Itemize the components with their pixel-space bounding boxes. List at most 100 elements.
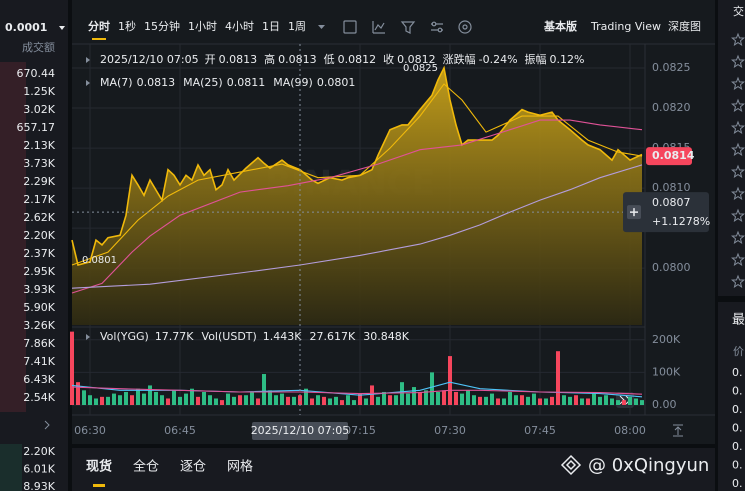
interval-tab[interactable]: 1日 — [262, 20, 280, 33]
volume-bar — [484, 396, 488, 405]
y-tick-label: 0.0820 — [652, 101, 691, 114]
volume-bar — [316, 395, 320, 405]
collapse-icon[interactable] — [86, 334, 90, 340]
interval-tab[interactable]: 15分钟 — [144, 19, 180, 33]
interval-tab[interactable]: 1周 — [288, 20, 306, 33]
right-price: 0. — [732, 422, 743, 435]
x-tick-label: 06:30 — [74, 424, 106, 437]
favorite-star[interactable] — [731, 98, 745, 113]
favorite-star[interactable] — [731, 54, 745, 69]
bottom-tab[interactable]: 网格 — [227, 459, 253, 475]
volume-bar — [118, 395, 122, 405]
view-tab[interactable]: 基本版 — [543, 19, 577, 33]
calendar-icon[interactable] — [343, 20, 357, 34]
favorite-star[interactable] — [731, 76, 745, 91]
volume-bar — [244, 395, 248, 405]
volume-bar — [448, 356, 452, 405]
interval-tab[interactable]: 4小时 — [225, 20, 254, 33]
amount: 657.17 — [17, 121, 56, 134]
volume-bar — [430, 372, 434, 405]
price-annotation: 0.0825 — [403, 63, 438, 74]
more-intervals-icon[interactable] — [318, 25, 325, 29]
precision[interactable]: 0.0001 — [5, 21, 47, 34]
snapshot-icon[interactable] — [458, 20, 472, 34]
volume-bar — [400, 382, 404, 405]
amount: 2.62K — [23, 211, 55, 224]
favorite-star[interactable] — [731, 208, 745, 223]
crosshair-price-box — [623, 192, 709, 233]
toolbar: 分时 1秒 15分钟 1小时 4小时 1日 1周 基本版 Trading View 深度图 — [88, 19, 701, 40]
interval-tab[interactable]: 1小时 — [188, 20, 217, 33]
favorite-star[interactable] — [731, 164, 745, 179]
volume-bar — [322, 396, 326, 405]
amount: 2.17K — [23, 193, 55, 206]
volume-bar — [544, 398, 548, 405]
interval-tab[interactable]: 1秒 — [118, 19, 136, 33]
favorite-star[interactable] — [731, 252, 745, 267]
volume-bar — [112, 393, 116, 405]
price-annotation: 0.0801 — [82, 255, 117, 266]
volume-bar — [274, 395, 278, 405]
volume-bar — [442, 390, 446, 405]
filter-icon[interactable] — [400, 21, 416, 34]
y-tick-label: 0.0825 — [652, 61, 691, 74]
amount: 6.01K — [23, 463, 55, 476]
dropdown-icon[interactable] — [59, 26, 65, 30]
volume-bar — [568, 396, 572, 405]
volume-bar — [586, 398, 590, 405]
volume-bar — [634, 398, 638, 405]
favorite-star[interactable] — [731, 120, 745, 135]
amount: 8.93K — [23, 480, 55, 491]
bottom-tab[interactable]: 全仓 — [133, 459, 159, 475]
view-tab[interactable]: 深度图 — [668, 19, 701, 33]
volume-ma-line — [71, 386, 643, 395]
amount: 3.73K — [23, 157, 55, 170]
indicator-icon[interactable] — [372, 21, 385, 34]
volume-bar — [352, 400, 356, 405]
crosshair-time: 2025/12/10 07:05 — [251, 424, 350, 437]
bottom-tab[interactable]: 逐仓 — [180, 460, 206, 475]
favorite-star[interactable] — [731, 274, 745, 289]
volume-bar — [562, 395, 566, 405]
info-value: 0.0812 — [338, 53, 377, 66]
amount: 670.44 — [17, 67, 56, 80]
volume-bar — [412, 387, 416, 405]
collapse-icon[interactable] — [86, 57, 90, 63]
volume-bar — [94, 398, 98, 405]
favorite-star[interactable] — [731, 142, 745, 157]
favorite-star[interactable] — [731, 186, 745, 201]
volume-bar — [70, 331, 74, 405]
volume-bar — [622, 400, 626, 405]
volume-bar — [238, 395, 242, 405]
favorite-star[interactable] — [731, 32, 745, 47]
volume-bar — [262, 374, 266, 405]
interval-tab[interactable]: 分时 — [88, 19, 110, 33]
view-tab[interactable]: Trading View — [590, 20, 661, 33]
volume-bar — [424, 390, 428, 405]
x-tick-label: 07:45 — [524, 424, 556, 437]
vol-name: Vol(USDT) — [202, 330, 257, 343]
price-area — [72, 68, 642, 325]
bottom-tab[interactable]: 现货 — [86, 459, 112, 475]
volume-bar — [406, 393, 410, 405]
crosshair-change: +1.1278% — [652, 215, 710, 228]
info-value: -0.24% — [479, 53, 518, 66]
volume-bar — [292, 396, 296, 405]
info-label: 开 — [205, 53, 216, 66]
volume-bar — [382, 391, 386, 405]
x-tick-label: 08:00 — [614, 424, 646, 437]
volume-bar — [394, 395, 398, 405]
right-section: 最 — [732, 313, 745, 328]
volume-bar — [100, 396, 104, 405]
favorite-star[interactable] — [731, 230, 745, 245]
volume-bar — [286, 396, 290, 405]
fit-icon[interactable] — [673, 424, 683, 437]
ma-name: MA(99) — [273, 76, 313, 89]
active-underline — [92, 38, 106, 40]
volume-bar — [184, 393, 188, 405]
volume-bar — [472, 395, 476, 405]
volume-bar — [610, 398, 614, 405]
expand-icon[interactable] — [44, 420, 50, 430]
collapse-icon[interactable] — [86, 80, 90, 86]
volume-bar — [106, 396, 110, 405]
